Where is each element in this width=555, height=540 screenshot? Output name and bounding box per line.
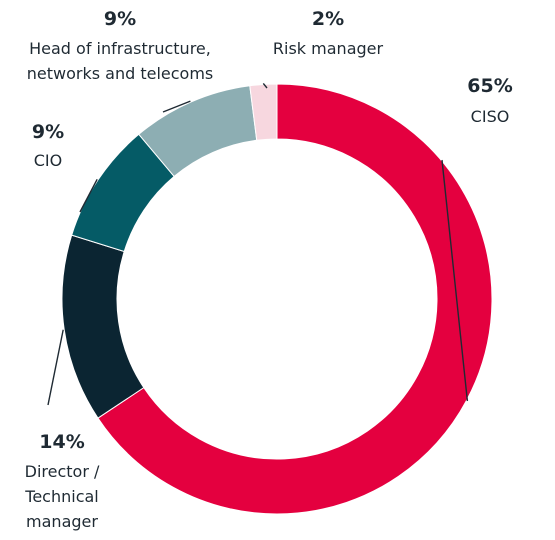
leader-line — [79, 179, 98, 213]
donut-slice-risk-manager — [249, 83, 278, 141]
slice-category-label: Director / — [25, 462, 100, 481]
leader-lines-group — [47, 82, 469, 406]
slice-percent-label: 9% — [104, 8, 136, 30]
leader-line — [47, 329, 64, 406]
slice-percent-label: 65% — [467, 75, 512, 97]
leader-line — [162, 100, 191, 113]
slice-category-label: manager — [26, 512, 98, 531]
slice-category-label: CISO — [471, 107, 510, 126]
donut-slice-director-technical-manager — [61, 234, 145, 419]
labels-group: 65% CISO 14% Director / Technical manage… — [24, 8, 512, 531]
leader-line — [262, 82, 268, 89]
donut-slice-ciso — [97, 83, 493, 515]
slice-percent-label: 14% — [39, 431, 84, 453]
slice-category-label: Technical — [24, 487, 98, 506]
slice-category-label: networks and telecoms — [27, 64, 214, 83]
slice-category-label: Risk manager — [273, 39, 384, 58]
slice-percent-label: 9% — [32, 121, 64, 143]
slice-category-label: Head of infrastructure, — [29, 39, 211, 58]
slices-group — [61, 83, 493, 515]
slice-percent-label: 2% — [312, 8, 344, 30]
leader-line — [441, 159, 469, 402]
slice-category-label: CIO — [34, 151, 62, 170]
